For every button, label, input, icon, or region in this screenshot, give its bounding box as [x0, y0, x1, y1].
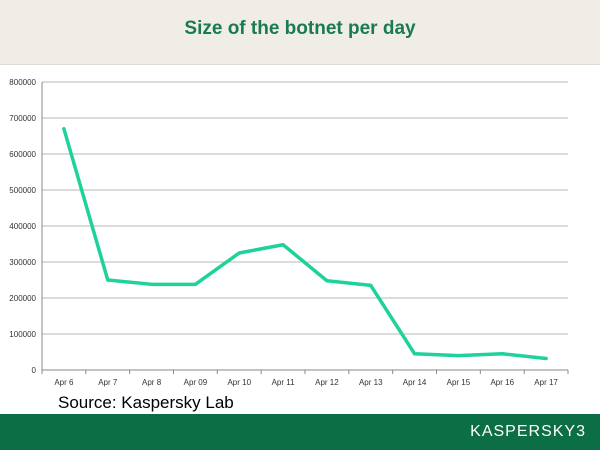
data-point [62, 127, 66, 131]
series-line [62, 127, 548, 361]
brand-name: KASPERSKY [470, 423, 577, 440]
kaspersky-logo: KASPERSKY3 [470, 423, 586, 441]
footer-bar: KASPERSKY3 [0, 414, 600, 450]
x-tick-label: Apr 14 [403, 378, 427, 387]
data-point [106, 278, 110, 282]
x-tick-label: Apr 16 [490, 378, 514, 387]
data-point [325, 279, 329, 283]
y-tick-label: 0 [32, 366, 37, 375]
brand-suffix: 3 [576, 423, 586, 440]
data-point [281, 243, 285, 247]
data-point [237, 251, 241, 255]
y-tick-label: 100000 [9, 330, 36, 339]
data-point [456, 354, 461, 358]
y-tick-label: 400000 [9, 222, 36, 231]
source-caption: Source: Kaspersky Lab [58, 393, 234, 412]
data-point [500, 352, 504, 356]
x-tick-label: Apr 17 [534, 378, 558, 387]
y-tick-label: 500000 [9, 186, 36, 195]
data-point [369, 283, 373, 287]
line-chart: 0 100000 200000 300000 400000 500000 600000 700… [9, 78, 569, 387]
y-tick-label: 200000 [9, 294, 36, 303]
x-tick-label: Apr 11 [272, 378, 296, 387]
x-tick-label: Apr 8 [142, 378, 162, 387]
x-tick-label: Apr 13 [359, 378, 383, 387]
chart-title: Size of the botnet per day [184, 18, 416, 39]
data-point [412, 352, 417, 356]
data-point [193, 282, 198, 286]
x-tick-label: Apr 10 [227, 378, 251, 387]
x-tick-label: Apr 7 [98, 378, 118, 387]
x-tick-label: Apr 6 [54, 378, 74, 387]
x-tick-label: Apr 09 [184, 378, 208, 387]
data-point [149, 282, 154, 286]
y-tick-label: 300000 [9, 258, 36, 267]
y-tick-label: 600000 [9, 150, 36, 159]
data-point [544, 356, 548, 361]
x-tick-label: Apr 12 [315, 378, 339, 387]
y-tick-label: 800000 [9, 78, 36, 87]
y-tick-label: 700000 [9, 114, 36, 123]
x-tick-label: Apr 15 [447, 378, 471, 387]
header-bar: Size of the botnet per day [0, 0, 600, 65]
